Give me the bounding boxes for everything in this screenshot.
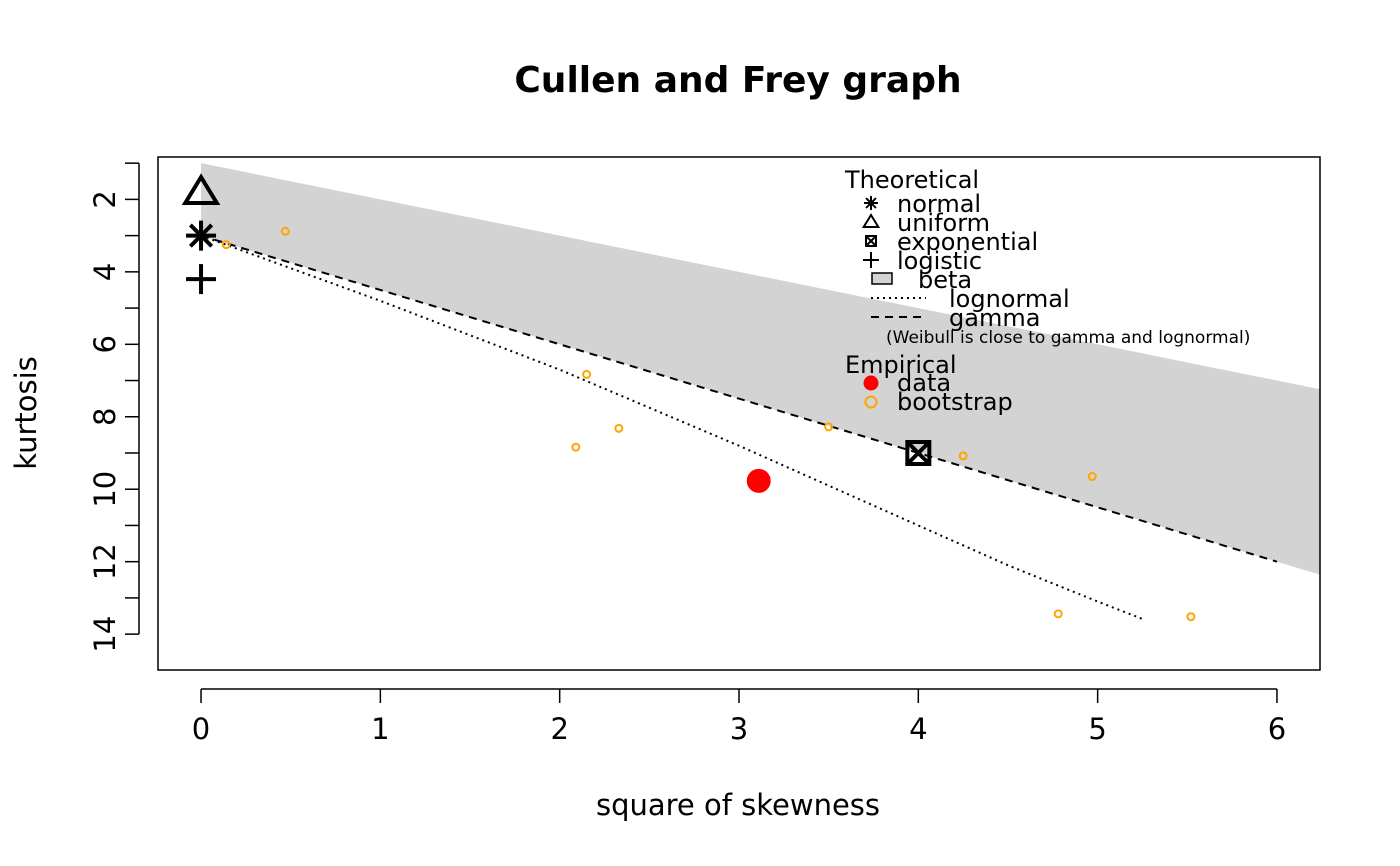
theoretical-point-uniform bbox=[181, 173, 221, 205]
y-tick-label-6: 6 bbox=[88, 335, 122, 353]
legend-item-logistic: logistic bbox=[897, 247, 982, 275]
bootstrap-point-9 bbox=[1053, 609, 1063, 619]
x-tick-label-4: 4 bbox=[909, 712, 927, 746]
legend-symbol-beta bbox=[871, 272, 893, 285]
y-axis-title: kurtosis bbox=[9, 356, 43, 470]
legend-symbol-bootstrap bbox=[864, 395, 878, 409]
legend-item-bootstrap: bootstrap bbox=[897, 388, 1013, 416]
legend-symbol-exponential bbox=[865, 235, 877, 247]
theoretical-point-normal bbox=[186, 220, 217, 251]
chart-title: Cullen and Frey graph bbox=[514, 60, 961, 101]
legend-empirical-heading: Empirical bbox=[845, 351, 957, 379]
y-tick-label-4: 4 bbox=[88, 263, 122, 281]
bootstrap-point-3 bbox=[582, 369, 592, 379]
bootstrap-point-8 bbox=[1087, 472, 1097, 482]
bootstrap-point-10 bbox=[1186, 612, 1196, 622]
y-tick-label-2: 2 bbox=[88, 190, 122, 208]
legend-symbol-logistic bbox=[863, 252, 879, 268]
legend-symbol-uniform bbox=[861, 213, 881, 229]
legend: Theoretical normal uniform exponential l… bbox=[844, 166, 1250, 416]
legend-symbol-data bbox=[863, 375, 879, 391]
lognormal-line bbox=[200, 234, 1145, 621]
bootstrap-point-2 bbox=[280, 226, 290, 236]
gamma-line bbox=[200, 234, 1278, 563]
x-tick-label-1: 1 bbox=[371, 712, 389, 746]
x-tick-label-0: 0 bbox=[192, 712, 210, 746]
bootstrap-point-7 bbox=[958, 451, 968, 461]
legend-weibull-note: (Weibull is close to gamma and lognormal… bbox=[886, 328, 1250, 348]
plot-frame bbox=[157, 156, 1321, 671]
x-tick-label-3: 3 bbox=[730, 712, 748, 746]
data-point bbox=[746, 468, 771, 493]
legend-item-beta: beta bbox=[918, 266, 972, 294]
legend-theoretical-heading: Theoretical bbox=[844, 166, 979, 194]
y-tick-label-10: 10 bbox=[88, 471, 122, 508]
beta-region bbox=[201, 163, 1320, 575]
bootstrap-point-6 bbox=[824, 422, 834, 432]
y-tick-label-12: 12 bbox=[88, 543, 122, 580]
legend-symbol-normal bbox=[864, 196, 878, 210]
x-tick-label-5: 5 bbox=[1088, 712, 1106, 746]
y-tick-label-8: 8 bbox=[88, 408, 122, 426]
legend-item-lognormal: lognormal bbox=[949, 285, 1070, 313]
bootstrap-point-5 bbox=[571, 442, 581, 452]
theoretical-point-exponential bbox=[905, 439, 932, 466]
y-tick-label-14: 14 bbox=[88, 616, 122, 653]
legend-item-uniform: uniform bbox=[897, 209, 990, 237]
x-axis-title: square of skewness bbox=[596, 788, 880, 822]
bootstrap-point-4 bbox=[614, 423, 624, 433]
theoretical-point-logistic bbox=[186, 264, 217, 295]
legend-item-exponential: exponential bbox=[897, 228, 1038, 256]
legend-item-data: data bbox=[897, 369, 951, 397]
legend-item-normal: normal bbox=[897, 190, 981, 218]
legend-item-gamma: gamma bbox=[949, 304, 1040, 332]
plot-area bbox=[181, 163, 1320, 622]
bootstrap-point-1 bbox=[221, 240, 231, 250]
x-tick-label-2: 2 bbox=[550, 712, 568, 746]
x-tick-label-6: 6 bbox=[1268, 712, 1286, 746]
